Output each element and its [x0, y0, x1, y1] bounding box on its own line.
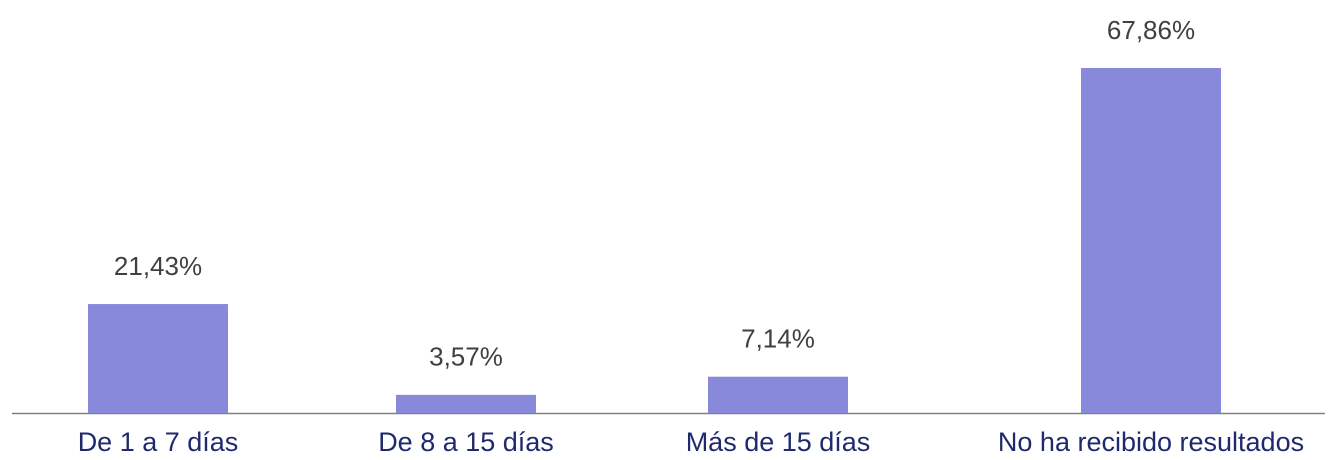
- value-label: 3,57%: [429, 342, 503, 372]
- x-tick-label: De 8 a 15 días: [378, 427, 554, 457]
- x-tick-label: Más de 15 días: [686, 427, 871, 457]
- bar: [88, 304, 228, 413]
- bar: [708, 376, 848, 413]
- x-tick-label: De 1 a 7 días: [78, 427, 239, 457]
- value-label: 21,43%: [114, 251, 202, 281]
- bar: [1081, 68, 1221, 413]
- bar: [396, 394, 536, 413]
- value-label: 67,86%: [1107, 15, 1195, 45]
- value-label: 7,14%: [741, 324, 815, 354]
- x-tick-label: No ha recibido resultados: [998, 427, 1304, 457]
